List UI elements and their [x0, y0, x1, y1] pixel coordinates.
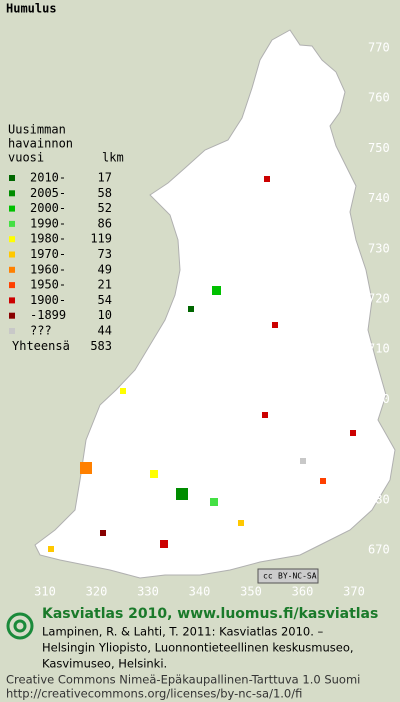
legend-swatch [9, 236, 15, 243]
legend-swatch [9, 297, 15, 304]
legend-label: 1970- [30, 247, 66, 261]
legend-label: 1980- [30, 232, 66, 246]
legend-count: 58 [98, 186, 112, 200]
legend-swatch [9, 175, 15, 181]
legend-label: 1990- [30, 216, 66, 230]
square [238, 520, 244, 526]
footer-logo [6, 612, 34, 640]
legend-total: 583 [90, 339, 112, 353]
square [150, 470, 158, 478]
legend-count: 21 [98, 278, 112, 292]
license-badge [257, 568, 319, 584]
map-title: Humulus [6, 2, 57, 16]
legend-swatch [9, 312, 15, 319]
square [212, 286, 221, 295]
legend-swatch [9, 220, 15, 227]
legend-total-label: Yhteensä [12, 339, 70, 353]
y-tick-label: 740 [368, 191, 390, 205]
x-tick-label: 330 [137, 585, 159, 599]
citation-line: Lampinen, R. & Lahti, T. 2011: Kasviatla… [42, 625, 324, 639]
square [210, 498, 218, 506]
legend-label: 2000- [30, 201, 66, 215]
x-tick-label: 370 [343, 585, 365, 599]
square [300, 458, 306, 464]
y-tick-label: 700 [368, 392, 390, 406]
badge-text: BY-NC-SA [278, 572, 317, 581]
y-tick-label: 770 [368, 41, 390, 55]
legend-swatch [9, 328, 15, 334]
legend-label: 1900- [30, 293, 66, 307]
y-tick-label: 730 [368, 241, 390, 255]
legend-count: 52 [98, 201, 112, 215]
square [262, 412, 268, 418]
legend-count: 10 [98, 308, 112, 322]
legend-header: havainnon [8, 137, 73, 151]
legend-count: 17 [98, 171, 112, 185]
license-line: http://creativecommons.org/licenses/by-n… [6, 687, 302, 701]
badge-cc: cc [263, 572, 273, 581]
legend-count: 86 [98, 216, 112, 230]
y-tick-label: 690 [368, 442, 390, 456]
square [264, 176, 270, 182]
square [176, 488, 188, 500]
legend-swatch [9, 205, 15, 212]
legend-label: 2010- [30, 171, 66, 185]
square [272, 322, 278, 328]
license-line: Creative Commons Nimeä-Epäkaupallinen-Ta… [6, 673, 360, 687]
legend-label: 1960- [30, 262, 66, 276]
legend-label: 2005- [30, 186, 66, 200]
x-tick-label: 340 [189, 585, 211, 599]
y-tick-label: 710 [368, 342, 390, 356]
square [350, 430, 356, 436]
x-tick-label: 350 [240, 585, 262, 599]
legend-header: Uusimman [8, 123, 66, 137]
legend-count: 49 [98, 262, 112, 276]
square [80, 462, 92, 474]
square [188, 306, 194, 312]
square [320, 478, 326, 484]
y-tick-label: 760 [368, 91, 390, 105]
legend-swatch [9, 266, 15, 273]
legend-header: vuosi [8, 151, 44, 165]
footer-heading: Kasviatlas 2010, www.luomus.fi/kasviatla… [42, 606, 378, 622]
y-tick-label: 750 [368, 141, 390, 155]
y-tick-label: 720 [368, 292, 390, 306]
citation-line: Helsingin Yliopisto, Luonnontieteellinen… [42, 641, 354, 655]
legend-count: 73 [98, 247, 112, 261]
y-tick-label: 670 [368, 543, 390, 557]
finland-outline [34, 29, 396, 579]
x-tick-label: 360 [292, 585, 314, 599]
legend-count: 119 [90, 232, 112, 246]
legend-label: ??? [30, 324, 52, 338]
x-tick-label: 310 [34, 585, 56, 599]
square [120, 388, 126, 394]
y-tick-label: 680 [368, 492, 390, 506]
legend-count: 54 [98, 293, 112, 307]
x-tick-label: 320 [86, 585, 108, 599]
legend-count: 44 [98, 324, 112, 338]
legend-swatch [9, 282, 15, 289]
legend-swatch [9, 190, 15, 197]
square [48, 546, 54, 552]
square [160, 540, 168, 548]
legend-swatch [9, 251, 15, 258]
legend-label: 1950- [30, 278, 66, 292]
square [100, 530, 106, 536]
observation-squares [48, 176, 356, 552]
legend-label: -1899 [30, 308, 66, 322]
citation-line: Kasvimuseo, Helsinki. [42, 657, 167, 671]
legend-count-header: lkm [102, 151, 124, 165]
